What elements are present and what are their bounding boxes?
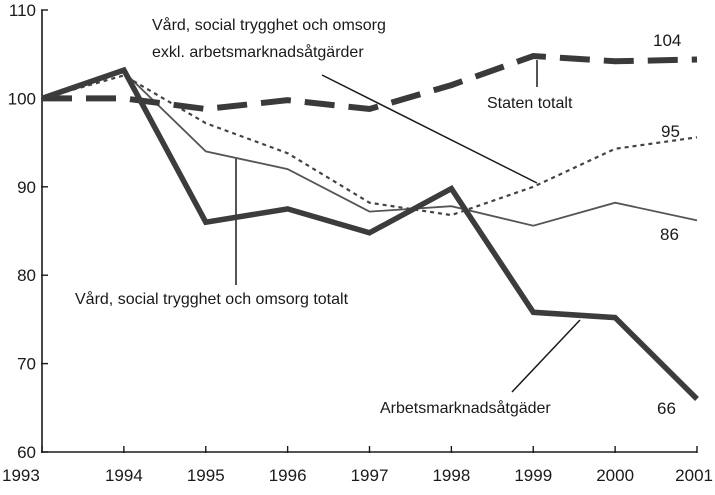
annotation-vard-exkl-line1: Vård, social trygghet och omsorg	[152, 16, 386, 34]
series-line-vard-exkl	[41, 74, 698, 217]
x-tick-label: 1997	[351, 466, 389, 485]
series-line-staten	[42, 52, 698, 113]
x-tick-label: 1995	[187, 466, 225, 485]
annotation-staten-totalt: Staten totalt	[487, 95, 573, 112]
annotation-vard-exkl-line2: exkl. arbetsmarknadsåtgärder	[152, 43, 364, 61]
x-tick-label: 1996	[269, 466, 307, 485]
x-tick-label: 2000	[596, 466, 634, 485]
y-tick-label: 100	[8, 89, 36, 108]
x-tick-label: 1994	[105, 466, 143, 485]
y-tick-label: 80	[17, 266, 36, 285]
y-tick-label: 70	[17, 355, 36, 374]
y-tick-label: 60	[17, 443, 36, 462]
annotation-arbetsmarknad: Arbetsmarknadsåtgäder	[380, 399, 551, 417]
tick-labels: 60 70 80 90 100 110 1993 1994 1995 1996 1997 1998 19…	[2, 1, 713, 485]
x-tick-label: 1999	[514, 466, 552, 485]
annotation-vard-totalt: Vård, social trygghet och omsorg totalt	[75, 290, 349, 308]
series-line-vard-totalt	[41, 70, 698, 227]
end-label-arbetsmarknad: 66	[657, 399, 676, 418]
leader-vard-exkl	[321, 74, 538, 184]
y-tick-label: 90	[17, 178, 36, 197]
end-label-staten: 104	[653, 31, 681, 50]
annotations: Vård, social trygghet och omsorg exkl. a…	[75, 16, 681, 418]
annotation-leader-lines	[235, 60, 581, 393]
x-tick-label: 1993	[2, 466, 40, 485]
series-line-arbetsmarknad	[41, 66, 699, 401]
y-tick-label: 110	[9, 1, 36, 20]
leader-arbetsmarknad	[511, 319, 581, 393]
x-tick-label: 2001	[675, 466, 713, 485]
end-label-vard-exkl: 95	[661, 122, 680, 141]
x-tick-label: 1998	[432, 466, 470, 485]
axes	[41, 9, 698, 453]
end-label-vard-totalt: 86	[660, 225, 679, 244]
series-lines	[41, 52, 699, 401]
